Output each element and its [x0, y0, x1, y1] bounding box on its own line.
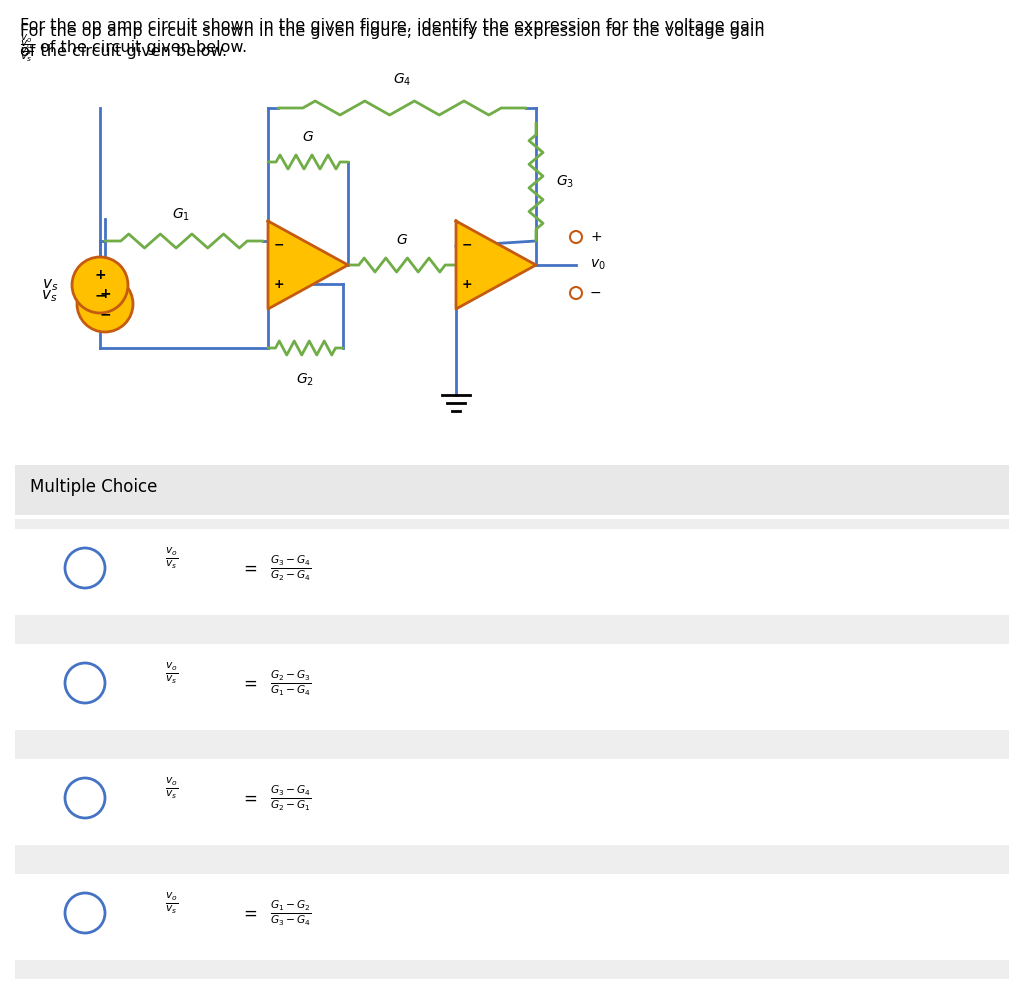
Text: $G_4$: $G_4$ — [393, 71, 412, 88]
Text: For the op amp circuit shown in the given figure, identify the expression for th: For the op amp circuit shown in the give… — [20, 24, 765, 39]
Text: $v_s$: $v_s$ — [42, 277, 58, 293]
Circle shape — [77, 276, 133, 332]
Text: $\frac{G_2-G_3}{G_1-G_4}$: $\frac{G_2-G_3}{G_1-G_4}$ — [270, 669, 311, 697]
Text: −: − — [99, 307, 111, 321]
Text: $G$: $G$ — [302, 130, 314, 144]
Text: $G_3$: $G_3$ — [556, 174, 574, 190]
FancyBboxPatch shape — [15, 759, 1009, 845]
Text: $\frac{v_o}{v_s}$: $\frac{v_o}{v_s}$ — [165, 890, 178, 916]
Text: +: + — [273, 278, 285, 292]
Text: $=$: $=$ — [240, 904, 257, 922]
Text: +: + — [590, 230, 602, 244]
Text: $G_2$: $G_2$ — [296, 372, 314, 389]
Text: $\frac{v_o}{v_s}$: $\frac{v_o}{v_s}$ — [165, 775, 178, 800]
Text: −: − — [462, 238, 472, 251]
Text: +: + — [94, 268, 105, 282]
Polygon shape — [268, 221, 348, 309]
Text: $=$: $=$ — [240, 559, 257, 577]
Text: −: − — [590, 286, 602, 300]
Text: −: − — [273, 238, 285, 251]
Text: +: + — [99, 287, 111, 301]
Circle shape — [72, 257, 128, 313]
FancyBboxPatch shape — [15, 529, 1009, 615]
Text: $=$: $=$ — [240, 674, 257, 692]
Text: $\frac{G_1-G_2}{G_3-G_4}$: $\frac{G_1-G_2}{G_3-G_4}$ — [270, 898, 311, 928]
Text: +: + — [462, 278, 472, 292]
Text: $\frac{v_o}{v_s}$: $\frac{v_o}{v_s}$ — [20, 32, 33, 57]
Text: $v_0$: $v_0$ — [590, 258, 606, 272]
Polygon shape — [456, 221, 536, 309]
FancyBboxPatch shape — [15, 519, 1009, 979]
FancyBboxPatch shape — [15, 644, 1009, 730]
Text: $G$: $G$ — [396, 233, 408, 247]
Text: For the op amp circuit shown in the given figure, identify the expression for th: For the op amp circuit shown in the give… — [20, 18, 765, 33]
Text: −: − — [94, 288, 105, 302]
Text: of the circuit given below.: of the circuit given below. — [20, 44, 227, 59]
Text: $\frac{v_o}{v_s}$: $\frac{v_o}{v_s}$ — [165, 545, 178, 571]
Text: $v_s$: $v_s$ — [41, 288, 57, 304]
Text: $\frac{G_3-G_4}{G_2-G_1}$: $\frac{G_3-G_4}{G_2-G_1}$ — [270, 783, 311, 813]
Text: $\frac{v_o}{v_s}$: $\frac{v_o}{v_s}$ — [20, 39, 33, 64]
Text: $=$: $=$ — [240, 789, 257, 807]
FancyBboxPatch shape — [15, 465, 1009, 515]
Text: $\frac{G_3-G_4}{G_2-G_4}$: $\frac{G_3-G_4}{G_2-G_4}$ — [270, 553, 311, 583]
Text: $G_1$: $G_1$ — [172, 207, 190, 223]
FancyBboxPatch shape — [15, 874, 1009, 960]
Text: of the circuit given below.: of the circuit given below. — [40, 40, 247, 55]
Text: $\frac{v_o}{v_s}$: $\frac{v_o}{v_s}$ — [165, 661, 178, 685]
Text: Multiple Choice: Multiple Choice — [30, 478, 158, 496]
